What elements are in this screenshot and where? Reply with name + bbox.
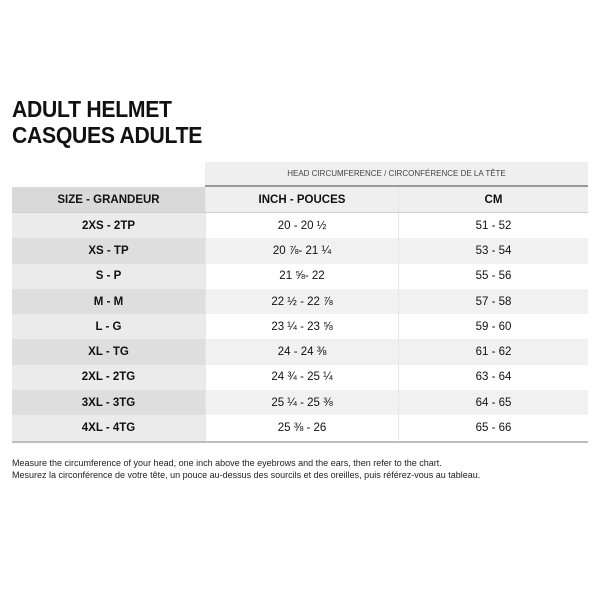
size-cell: 3XL - 3TG [12, 390, 206, 416]
cm-cell: 51 - 52 [398, 212, 588, 239]
cm-cell: 59 - 60 [398, 314, 588, 340]
inch-cell: 24 - 24 ⅜ [205, 339, 399, 365]
table-row: XL - TG 24 - 24 ⅜ 61 - 62 [12, 339, 588, 365]
inch-cell: 20 ⅞- 21 ¼ [205, 238, 399, 264]
table-row: M - M 22 ½ - 22 ⅞ 57 - 58 [12, 288, 588, 315]
cm-cell: 53 - 54 [398, 238, 588, 264]
table-row: 2XS - 2TP 20 - 20 ½ 51 - 52 [12, 212, 588, 239]
table-row: 2XL - 2TG 24 ¾ - 25 ¼ 63 - 64 [12, 364, 588, 391]
column-header-size: SIZE - GRANDEUR [12, 187, 206, 213]
size-chart-table: SIZE - GRANDEUR INCH - POUCES CM 2XS - 2… [12, 187, 588, 443]
table-row: 4XL - 4TG 25 ⅜ - 26 65 - 66 [12, 415, 588, 443]
inch-cell: 25 ⅜ - 26 [205, 415, 399, 443]
table-row: XS - TP 20 ⅞- 21 ¼ 53 - 54 [12, 238, 588, 264]
size-cell: M - M [12, 288, 206, 315]
cm-cell: 63 - 64 [398, 364, 588, 391]
instruction-english: Measure the circumference of your head, … [12, 458, 442, 468]
size-cell: XS - TP [12, 238, 206, 264]
measurement-instructions: Measure the circumference of your head, … [12, 458, 480, 481]
table-row: S - P 21 ⅝- 22 55 - 56 [12, 263, 588, 289]
head-circumference-header: HEAD CIRCUMFERENCE / CIRCONFÉRENCE DE LA… [205, 162, 588, 187]
cm-cell: 61 - 62 [398, 339, 588, 365]
inch-cell: 21 ⅝- 22 [205, 263, 399, 289]
instruction-french: Mesurez la circonférence de votre tête, … [12, 469, 481, 480]
cm-cell: 57 - 58 [398, 288, 588, 315]
size-cell: 2XL - 2TG [12, 364, 206, 391]
inch-cell: 25 ¼ - 25 ⅜ [205, 390, 399, 416]
inch-cell: 23 ¼ - 23 ⅝ [205, 314, 399, 340]
inch-cell: 22 ½ - 22 ⅞ [205, 288, 399, 315]
column-header-inch: INCH - POUCES [205, 187, 399, 213]
cm-cell: 55 - 56 [398, 263, 588, 289]
page-title: ADULT HELMET CASQUES ADULTE [12, 96, 202, 148]
table-row: L - G 23 ¼ - 23 ⅝ 59 - 60 [12, 314, 588, 340]
size-cell: L - G [12, 314, 206, 340]
cm-cell: 65 - 66 [398, 415, 588, 443]
cm-cell: 64 - 65 [398, 390, 588, 416]
size-cell: 2XS - 2TP [12, 212, 206, 239]
column-header-row: SIZE - GRANDEUR INCH - POUCES CM [12, 187, 588, 213]
size-cell: 4XL - 4TG [12, 415, 206, 443]
column-header-cm: CM [398, 187, 588, 213]
size-cell: XL - TG [12, 339, 206, 365]
inch-cell: 20 - 20 ½ [205, 212, 399, 239]
inch-cell: 24 ¾ - 25 ¼ [205, 364, 399, 391]
table-row: 3XL - 3TG 25 ¼ - 25 ⅜ 64 - 65 [12, 390, 588, 416]
title-french: CASQUES ADULTE [12, 122, 203, 148]
size-cell: S - P [12, 263, 206, 289]
title-english: ADULT HELMET [12, 96, 172, 122]
